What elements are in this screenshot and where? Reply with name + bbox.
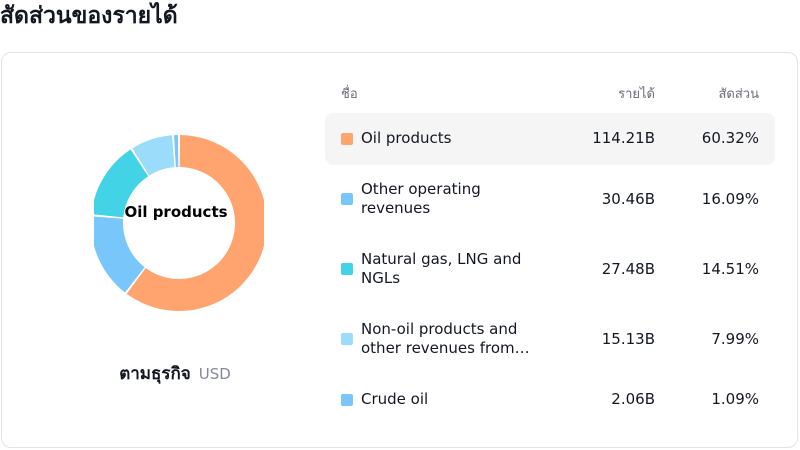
legend-swatch [341, 193, 353, 205]
donut-slice[interactable] [132, 135, 175, 176]
segment-share: 16.09% [701, 190, 759, 208]
legend-swatch [341, 333, 353, 345]
donut-chart[interactable] [94, 133, 264, 313]
segment-revenue: 15.13B [601, 330, 655, 348]
table-row[interactable]: Crude oil 2.06B 1.09% [325, 374, 775, 426]
segment-name: Crude oil [361, 390, 429, 408]
legend-swatch [341, 133, 353, 145]
column-header-name: ชื่อ [341, 87, 358, 102]
donut-slice[interactable] [94, 216, 145, 293]
page-title: สัดส่วนของรายได้ [0, 3, 178, 29]
segment-revenue: 114.21B [592, 129, 655, 147]
segment-name: Other operating revenues [361, 180, 481, 217]
legend-swatch [341, 394, 353, 406]
segment-selector[interactable]: ตามธุรกิจ USD [0, 360, 350, 387]
table-row[interactable]: Oil products 114.21B 60.32% [325, 113, 775, 165]
currency-label: USD [198, 364, 231, 383]
donut-center-label: Oil products [124, 203, 228, 221]
segment-revenue: 30.46B [601, 190, 655, 208]
table-row[interactable]: Non-oil products and other revenues from… [325, 313, 775, 365]
legend-swatch [341, 263, 353, 275]
column-header-share: สัดส่วน [718, 87, 760, 102]
donut-slice[interactable] [126, 135, 264, 311]
segment-share: 60.32% [701, 129, 759, 147]
segment-name: Natural gas, LNG and NGLs [361, 250, 522, 287]
segment-share: 14.51% [701, 260, 759, 278]
table-row[interactable]: Other operating revenues 30.46B 16.09% [325, 173, 775, 225]
table-row[interactable]: Natural gas, LNG and NGLs 27.48B 14.51% [325, 243, 775, 295]
segment-share: 7.99% [711, 330, 759, 348]
segment-label: ตามธุรกิจ [119, 364, 191, 384]
segment-name: Non-oil products and other revenues from… [361, 320, 530, 357]
segment-revenue: 2.06B [611, 390, 655, 408]
donut-slice[interactable] [174, 135, 179, 168]
segment-revenue: 27.48B [601, 260, 655, 278]
donut-slice[interactable] [94, 149, 149, 218]
segment-name: Oil products [361, 129, 452, 147]
column-header-revenue: รายได้ [618, 87, 655, 102]
segment-share: 1.09% [711, 390, 759, 408]
